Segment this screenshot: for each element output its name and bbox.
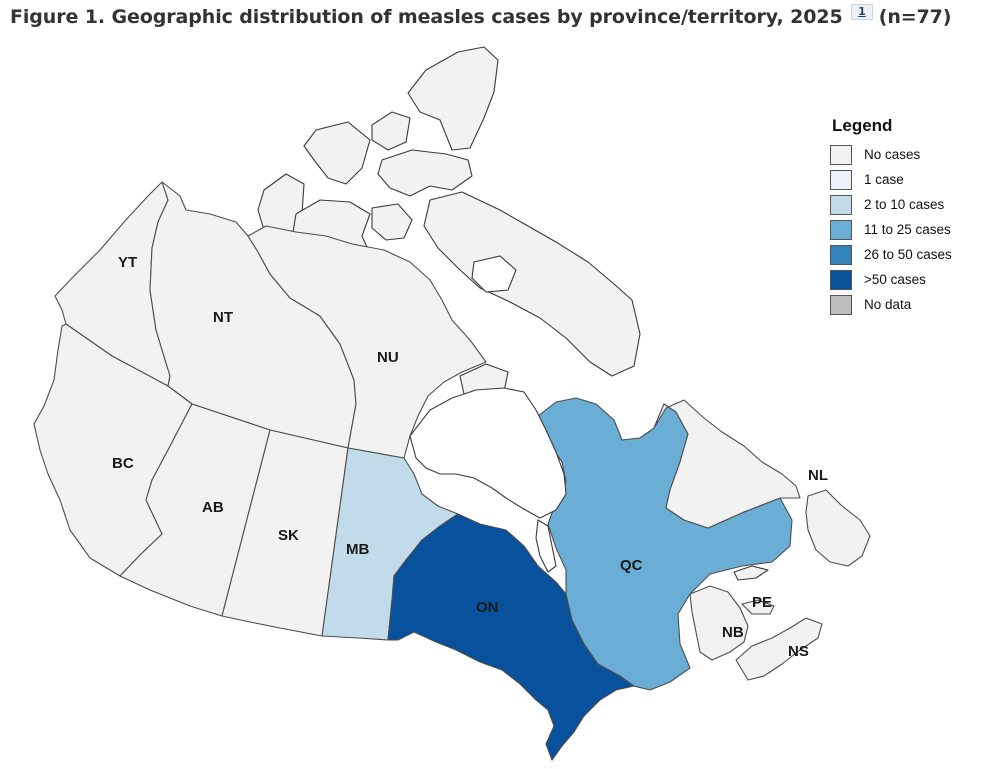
region-nb[interactable] bbox=[689, 585, 749, 661]
label-qc: QC bbox=[620, 557, 643, 574]
legend-row-11-to-25: 11 to 25 cases bbox=[830, 217, 952, 242]
anticosti-island bbox=[733, 565, 769, 581]
provinces bbox=[33, 181, 871, 761]
legend-row-1-case: 1 case bbox=[830, 167, 952, 192]
legend-row-2-to-10: 2 to 10 cases bbox=[830, 192, 952, 217]
legend-swatch-over-50 bbox=[830, 269, 852, 290]
somerset-island bbox=[371, 203, 413, 241]
region-pe[interactable] bbox=[741, 599, 775, 615]
axel-heiberg-island bbox=[371, 111, 411, 151]
legend-label-26-to-50: 26 to 50 cases bbox=[864, 247, 952, 262]
label-on: ON bbox=[476, 599, 499, 616]
legend-label-no-cases: No cases bbox=[864, 147, 921, 162]
footnote-link[interactable]: 1 bbox=[851, 4, 873, 20]
label-nu: NU bbox=[377, 349, 399, 366]
legend-label-2-to-10: 2 to 10 cases bbox=[864, 197, 945, 212]
legend-label-1-case: 1 case bbox=[864, 172, 904, 187]
label-nb: NB bbox=[722, 624, 744, 641]
legend-swatch-2-to-10 bbox=[830, 194, 852, 215]
legend-row-no-cases: No cases bbox=[830, 142, 952, 167]
legend: Legend No cases 1 case 2 to 10 cases 11 … bbox=[830, 116, 952, 317]
legend-title: Legend bbox=[832, 116, 893, 135]
label-sk: SK bbox=[278, 527, 299, 544]
region-ns[interactable] bbox=[735, 617, 823, 681]
label-nt: NT bbox=[213, 309, 233, 326]
region-nu[interactable] bbox=[247, 225, 487, 459]
label-mb: MB bbox=[346, 541, 369, 558]
legend-row-no-data: No data bbox=[830, 292, 952, 317]
legend-label-no-data: No data bbox=[864, 297, 912, 312]
region-labels: YT NT NU BC AB SK MB ON QC NL PE NB NS bbox=[112, 254, 828, 660]
hudson-bay-water bbox=[409, 387, 567, 519]
label-nl: NL bbox=[808, 467, 828, 484]
region-nl[interactable] bbox=[653, 399, 871, 567]
figure-title: Figure 1. Geographic distribution of mea… bbox=[10, 4, 951, 28]
legend-label-11-to-25: 11 to 25 cases bbox=[864, 222, 951, 237]
baffin-island bbox=[423, 191, 641, 377]
legend-swatch-no-cases bbox=[830, 144, 852, 165]
legend-swatch-11-to-25 bbox=[830, 219, 852, 240]
legend-swatch-no-data bbox=[830, 294, 852, 315]
figure-title-text: Figure 1. Geographic distribution of mea… bbox=[10, 6, 843, 28]
james-bay-water bbox=[535, 519, 557, 573]
label-ns: NS bbox=[788, 643, 809, 660]
ellesmere-island bbox=[407, 46, 499, 151]
legend-swatch-26-to-50 bbox=[830, 244, 852, 265]
queen-elizabeth-islands bbox=[303, 121, 371, 185]
label-pe: PE bbox=[752, 594, 772, 611]
foxe-basin-water bbox=[471, 255, 517, 293]
region-on[interactable] bbox=[387, 513, 635, 761]
figure-title-n: (n=77) bbox=[878, 6, 952, 28]
legend-row-over-50: >50 cases bbox=[830, 267, 952, 292]
label-ab: AB bbox=[202, 499, 224, 516]
legend-label-over-50: >50 cases bbox=[864, 272, 926, 287]
label-yt: YT bbox=[118, 254, 137, 271]
devon-island bbox=[377, 149, 473, 197]
label-bc: BC bbox=[112, 455, 134, 472]
legend-swatch-1-case bbox=[830, 169, 852, 190]
legend-row-26-to-50: 26 to 50 cases bbox=[830, 242, 952, 267]
